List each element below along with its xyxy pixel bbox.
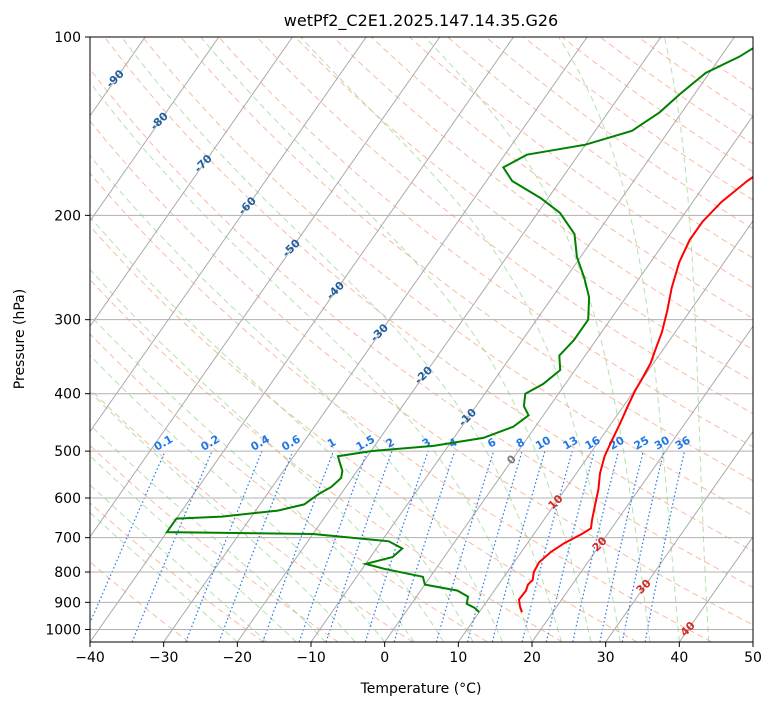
- mixing-ratio-line-0.6: [218, 450, 294, 642]
- y-tick-label: 400: [54, 387, 81, 403]
- isotherm-10: [457, 220, 753, 642]
- moist-adiabat--8: [90, 424, 327, 642]
- y-tick-label: 300: [54, 313, 81, 329]
- dry-adiabat-70: [104, 37, 753, 552]
- isotherm--60: [90, 37, 367, 433]
- dry-adiabat-10: [90, 333, 488, 642]
- x-axis-ticks: −40 −30 −20 −10 0 10 20 30 40 50: [75, 642, 762, 666]
- chart-title: wetPf2_C2E1.2025.147.14.35.G26: [284, 11, 558, 31]
- y-tick-label: 100: [54, 30, 81, 46]
- y-tick-label: 700: [54, 531, 81, 547]
- mixing-ratio-line-13: [521, 450, 573, 642]
- x-tick-label: −20: [223, 650, 253, 666]
- mixing-ratio-lines: [90, 450, 686, 642]
- mixing-ratio-line-0.1: [90, 450, 166, 625]
- y-axis-ticks: 100 200 300 400 500 600 700 800 900 1000: [45, 30, 90, 638]
- dry-adiabat-100: [218, 37, 753, 448]
- dry-adiabat-120: [294, 37, 753, 382]
- mixing-ratio-line-8: [466, 450, 523, 642]
- mixing-ratio-line-16: [545, 450, 595, 642]
- x-tick-label: −10: [296, 650, 326, 666]
- moist-adiabat-40: [558, 37, 680, 642]
- dry-adiabat-60: [90, 68, 753, 589]
- moist-adiabat--16: [90, 484, 268, 642]
- dry-adiabat-150: [409, 37, 753, 289]
- dry-adiabat-20: [90, 278, 563, 642]
- y-tick-label: 1000: [45, 622, 81, 638]
- isotherms: [90, 37, 753, 642]
- dry-adiabat--20: [90, 502, 264, 642]
- mixing-ratio-line-2: [325, 450, 393, 642]
- moist-adiabat-32: [300, 37, 621, 642]
- mixing-ratio-line-4: [393, 450, 456, 642]
- x-tick-label: 30: [597, 650, 615, 666]
- y-tick-label: 800: [54, 565, 81, 581]
- dry-adiabat-80: [142, 37, 753, 517]
- mixing-ratio-line-10: [491, 450, 546, 642]
- mixing-ratio-line-0.4: [185, 450, 263, 642]
- dry-adiabat-30: [90, 225, 638, 642]
- mixing-ratio-line-0.2: [131, 450, 213, 642]
- isotherm--70: [90, 37, 293, 328]
- dry-adiabat-50: [90, 120, 753, 626]
- moist-adiabat-4: [90, 314, 415, 642]
- isotherm--50: [90, 37, 441, 538]
- isotherm-30: [605, 430, 753, 642]
- x-tick-label: 10: [449, 650, 467, 666]
- x-tick-label: 20: [523, 650, 541, 666]
- plot-frame: [89, 36, 754, 643]
- y-tick-label: 500: [54, 444, 81, 460]
- x-tick-label: −30: [149, 650, 179, 666]
- isotherm--80: [90, 37, 220, 222]
- dewpoint-line: [164, 47, 753, 613]
- moist-adiabat-28: [200, 37, 592, 642]
- x-axis-label: Temperature (°C): [360, 681, 482, 697]
- x-tick-label: −40: [75, 650, 105, 666]
- dry-adiabat-110: [256, 37, 753, 415]
- moist-adiabat--12: [90, 455, 297, 642]
- isotherm-20: [531, 325, 753, 642]
- y-tick-label: 900: [54, 595, 81, 611]
- moist-adiabat-24: [121, 37, 562, 642]
- pressure-gridlines: [90, 37, 753, 630]
- y-axis-label: Pressure (hPa): [12, 289, 28, 389]
- isotherm--40: [90, 37, 514, 642]
- moist-adiabat-16: [90, 154, 503, 642]
- x-tick-label: 50: [744, 650, 762, 666]
- dry-adiabat-40: [90, 172, 712, 642]
- mixing-ratio-line-20: [572, 450, 620, 642]
- mixing-ratio-line-1.5: [298, 450, 368, 642]
- x-tick-label: 0: [380, 650, 389, 666]
- isotherm--30: [163, 37, 588, 642]
- moist-adiabat--20: [90, 511, 238, 642]
- mixing-ratio-line-25: [599, 450, 644, 642]
- y-tick-label: 600: [54, 491, 81, 507]
- temperature-line: [517, 175, 753, 613]
- isotherm--20: [236, 37, 662, 642]
- mixing-ratio-line-6: [435, 450, 495, 642]
- x-tick-label: 40: [670, 650, 688, 666]
- mixing-ratio-line-3: [364, 450, 429, 642]
- moist-adiabat-36: [424, 37, 651, 642]
- y-tick-label: 200: [54, 208, 81, 224]
- isotherm-0: [384, 114, 753, 642]
- isotherm-40: [678, 535, 753, 642]
- moist-adiabat-20: [90, 81, 533, 642]
